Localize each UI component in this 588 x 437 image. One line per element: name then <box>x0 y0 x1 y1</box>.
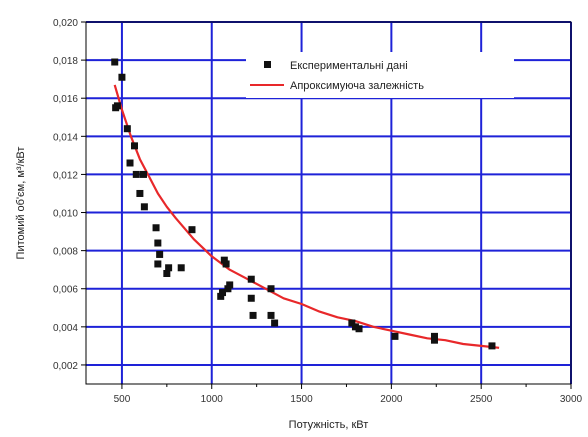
y-tick-label: 0,012 <box>53 170 78 181</box>
data-point <box>249 311 257 319</box>
fit-curve-layer <box>113 84 500 349</box>
data-point <box>271 319 279 327</box>
data-point <box>126 159 134 167</box>
x-axis-label: Потужність, кВт <box>289 419 369 431</box>
data-point <box>430 332 438 340</box>
data-point <box>177 264 185 272</box>
plot-frame <box>85 21 572 385</box>
data-point <box>217 292 225 300</box>
legend-marker-square <box>264 61 271 68</box>
data-point <box>188 226 196 234</box>
data-point <box>224 285 232 293</box>
data-point <box>136 189 144 197</box>
data-point <box>247 275 255 283</box>
legend-label-experimental: Експериментальні дані <box>290 60 408 72</box>
data-point <box>118 73 126 81</box>
y-axis-label: Питомий об'єм, м³/кВт <box>15 147 27 260</box>
plot-border <box>85 21 572 385</box>
data-point <box>154 260 162 268</box>
data-point <box>267 285 275 293</box>
data-point <box>123 125 131 133</box>
y-tick-label: 0,002 <box>53 361 78 372</box>
data-point <box>488 342 496 350</box>
data-point <box>267 311 275 319</box>
data-point <box>165 264 173 272</box>
data-point <box>163 269 171 277</box>
data-point <box>111 58 119 66</box>
data-point <box>140 203 148 211</box>
y-tick-label: 0,014 <box>53 132 78 143</box>
legend-label-fit: Апроксимуюча залежність <box>290 80 424 92</box>
x-tick-label: 2000 <box>380 394 403 405</box>
x-tick-label: 1500 <box>290 394 313 405</box>
y-tick-label: 0,018 <box>53 56 78 67</box>
data-point <box>355 325 363 333</box>
fit-curve <box>113 84 500 349</box>
y-tick-label: 0,008 <box>53 247 78 258</box>
data-point <box>226 281 234 289</box>
y-tick-label: 0,010 <box>53 209 78 220</box>
data-point <box>351 323 359 331</box>
tick-labels: 500 1000 1500 2000 2500 3000 0,002 0,004 0,006 0,… <box>53 18 583 405</box>
x-tick-label: 2500 <box>470 394 493 405</box>
x-tick-label: 3000 <box>560 394 583 405</box>
data-point <box>247 294 255 302</box>
data-point <box>139 170 147 178</box>
y-tick-label: 0,004 <box>53 323 78 334</box>
data-point <box>430 336 438 344</box>
x-tick-label: 500 <box>114 394 131 405</box>
data-point <box>113 102 121 110</box>
data-point <box>131 142 138 150</box>
data-points-layer <box>111 58 496 350</box>
data-point <box>132 170 140 178</box>
data-point <box>152 224 160 232</box>
data-point <box>391 332 399 340</box>
legend-box <box>246 52 514 98</box>
x-tick-label: 1000 <box>201 394 224 405</box>
y-tick-label: 0,006 <box>53 285 78 296</box>
data-point <box>156 250 164 258</box>
data-point <box>222 260 230 268</box>
data-point <box>220 256 228 264</box>
legend: Експериментальні дані Апроксимуюча залеж… <box>246 52 514 98</box>
data-point <box>219 289 227 297</box>
data-point <box>348 319 356 327</box>
y-tick-label: 0,020 <box>53 18 78 29</box>
data-point <box>154 239 162 247</box>
y-tick-label: 0,016 <box>53 94 78 105</box>
